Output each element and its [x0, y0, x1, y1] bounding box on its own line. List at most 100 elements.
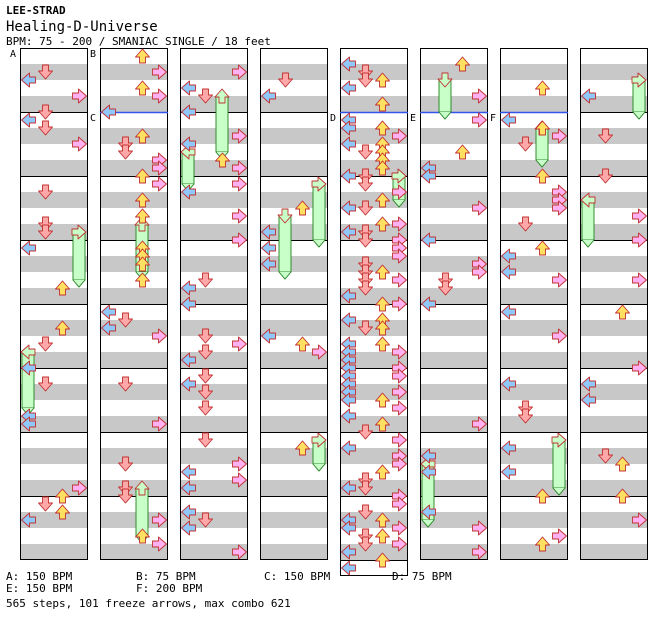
left-arrow — [421, 448, 436, 464]
left-arrow — [181, 352, 196, 368]
beat-stripe — [500, 320, 568, 336]
beat-stripe — [340, 128, 408, 144]
beat-stripe — [580, 512, 648, 528]
left-arrow — [501, 304, 516, 320]
beat-stripe — [500, 544, 568, 560]
left-arrow — [21, 416, 36, 432]
down-arrow — [358, 472, 373, 488]
beat-stripe — [580, 448, 648, 464]
beat-stripe — [580, 384, 648, 400]
beat-stripe — [20, 320, 88, 336]
left-arrow — [181, 520, 196, 536]
beat-stripe — [420, 352, 488, 368]
beat-stripe — [420, 416, 488, 432]
beat-stripe — [20, 128, 88, 144]
left-arrow — [341, 480, 356, 496]
down-arrow — [38, 224, 53, 240]
beat-stripe — [260, 288, 328, 304]
right-arrow — [392, 400, 407, 416]
beat-stripe — [100, 352, 168, 368]
legend-f: F: 200 BPM — [136, 582, 203, 595]
section-marker: F — [490, 113, 496, 124]
beat-stripe — [260, 448, 328, 464]
down-arrow — [198, 368, 213, 384]
left-arrow — [421, 168, 436, 184]
beat-stripe — [340, 544, 408, 560]
down-arrow — [358, 264, 373, 280]
beat-stripe — [100, 480, 168, 496]
up-arrow — [135, 272, 150, 288]
down-arrow — [38, 336, 53, 352]
left-arrow — [501, 112, 516, 128]
up-arrow — [615, 304, 630, 320]
left-arrow — [261, 224, 276, 240]
legend-d: D: 75 BPM — [392, 570, 452, 583]
down-arrow — [198, 88, 213, 104]
down-arrow — [598, 168, 613, 184]
down-arrow — [198, 512, 213, 528]
up-arrow — [135, 528, 150, 544]
up-arrow — [134, 216, 150, 232]
beat-stripe — [580, 224, 648, 240]
right-arrow — [392, 344, 407, 360]
left-arrow — [421, 504, 436, 520]
column-border — [260, 48, 328, 560]
left-arrow — [341, 440, 356, 456]
beat-stripe — [180, 448, 248, 464]
beat-stripe — [100, 320, 168, 336]
down-arrow — [358, 64, 373, 80]
down-arrow — [198, 328, 213, 344]
left-arrow — [101, 320, 116, 336]
beat-stripe — [20, 64, 88, 80]
beat-stripe — [500, 256, 568, 272]
right-arrow — [152, 88, 167, 104]
beat-stripe — [500, 384, 568, 400]
beat-stripe — [340, 448, 408, 464]
up-arrow — [375, 512, 390, 528]
down-arrow — [118, 376, 133, 392]
chart-column — [260, 48, 328, 560]
down-arrow — [198, 272, 213, 288]
up-arrow — [55, 488, 70, 504]
beat-stripe — [340, 288, 408, 304]
up-arrow — [535, 240, 550, 256]
column-border — [100, 48, 168, 560]
right-arrow — [632, 232, 647, 248]
right-arrow — [552, 128, 567, 144]
right-arrow — [631, 72, 647, 88]
beat-stripe — [340, 416, 408, 432]
beat-stripe — [340, 512, 408, 528]
beat-stripe — [340, 160, 408, 176]
up-arrow — [615, 456, 630, 472]
down-arrow — [118, 456, 133, 472]
right-arrow — [392, 128, 407, 144]
left-arrow — [581, 376, 596, 392]
up-arrow — [55, 280, 70, 296]
left-arrow — [341, 512, 356, 528]
beat-stripe — [260, 160, 328, 176]
down-arrow — [38, 104, 53, 120]
down-arrow — [518, 216, 533, 232]
left-arrow — [261, 240, 276, 256]
beat-stripe — [340, 96, 408, 112]
down-arrow — [118, 488, 133, 504]
freeze-arrow — [312, 183, 326, 248]
down-arrow — [198, 432, 213, 448]
left-arrow — [341, 368, 356, 384]
down-arrow — [38, 376, 53, 392]
left-arrow — [341, 120, 356, 136]
right-arrow — [392, 368, 407, 384]
freeze-arrow — [535, 127, 549, 168]
beat-stripe — [500, 352, 568, 368]
beat-stripe — [500, 96, 568, 112]
right-arrow — [472, 112, 487, 128]
beat-stripe — [580, 64, 648, 80]
left-arrow — [581, 392, 596, 408]
freeze-arrow — [72, 231, 86, 288]
beat-stripe — [180, 64, 248, 80]
right-arrow — [152, 416, 167, 432]
right-arrow — [311, 176, 327, 192]
beat-stripe — [580, 480, 648, 496]
beat-stripe — [180, 160, 248, 176]
beat-stripe — [500, 448, 568, 464]
